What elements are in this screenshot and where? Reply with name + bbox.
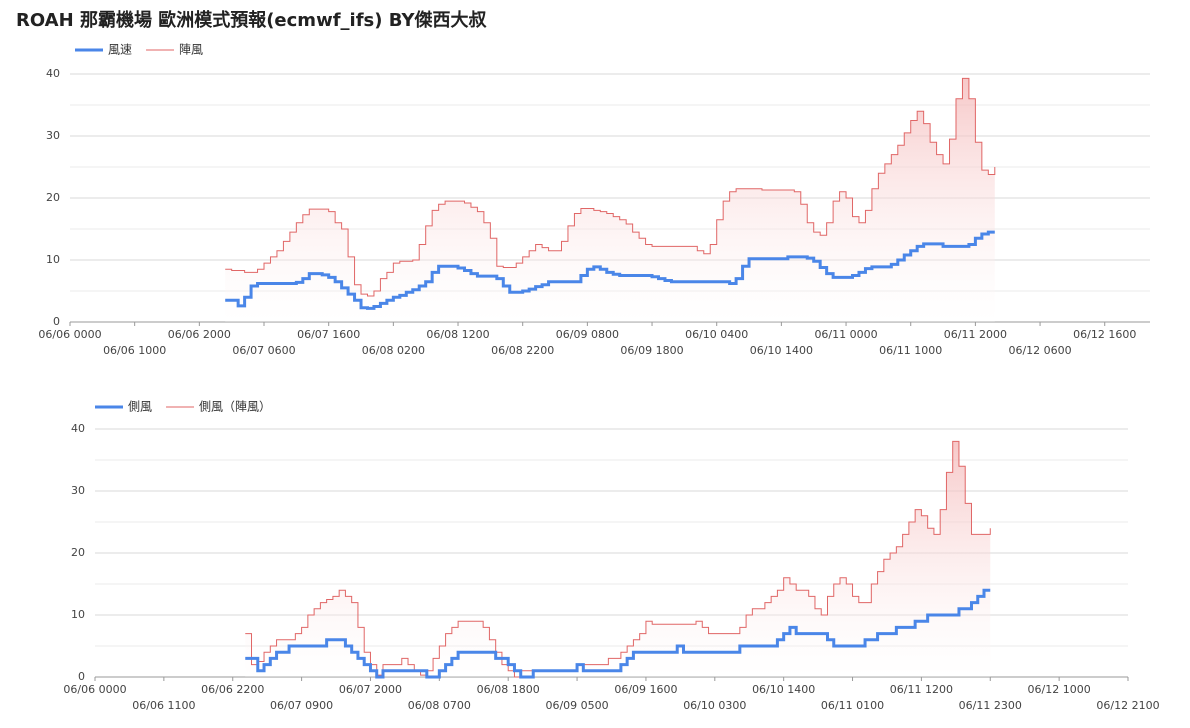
line <box>225 230 995 310</box>
x-tick-label: 06/10 1400 <box>750 344 813 357</box>
x-tick-label: 06/06 2000 <box>168 328 231 341</box>
x-tick-label: 06/09 1600 <box>614 683 677 696</box>
chart-title: ROAH 那霸機場 歐洲模式預報(ecmwf_ifs) BY傑西大叔 <box>16 9 488 31</box>
x-tick-label: 06/11 2300 <box>959 699 1022 712</box>
x-tick-label: 06/12 1000 <box>1028 683 1091 696</box>
x-tick-label: 06/09 1800 <box>620 344 683 357</box>
x-tick-label: 06/07 1600 <box>297 328 360 341</box>
y-tick-label: 40 <box>46 67 60 80</box>
x-tick-label: 06/11 0100 <box>821 699 884 712</box>
y-tick-label: 30 <box>71 484 85 497</box>
area <box>225 78 995 322</box>
x-tick-label: 06/06 1100 <box>132 699 195 712</box>
x-tick-label: 06/11 2000 <box>944 328 1007 341</box>
x-tick-label: 06/06 1000 <box>103 344 166 357</box>
x-tick-label: 06/06 2200 <box>201 683 264 696</box>
x-tick-label: 06/10 0300 <box>683 699 746 712</box>
area <box>245 441 991 677</box>
y-tick-label: 40 <box>71 422 85 435</box>
x-tick-label: 06/06 0000 <box>63 683 126 696</box>
x-tick-label: 06/11 0000 <box>814 328 877 341</box>
x-tick-label: 06/12 1600 <box>1073 328 1136 341</box>
x-tick-label: 06/08 0200 <box>362 344 425 357</box>
x-tick-label: 06/08 1800 <box>477 683 540 696</box>
y-tick-label: 10 <box>46 253 60 266</box>
x-tick-label: 06/12 0600 <box>1008 344 1071 357</box>
x-tick-label: 06/10 1400 <box>752 683 815 696</box>
y-tick-label: 0 <box>53 315 60 328</box>
y-tick-label: 10 <box>71 608 85 621</box>
x-tick-label: 06/11 1000 <box>879 344 942 357</box>
x-tick-label: 06/08 2200 <box>491 344 554 357</box>
y-tick-label: 20 <box>46 191 60 204</box>
x-tick-label: 06/10 0400 <box>685 328 748 341</box>
y-tick-label: 20 <box>71 546 85 559</box>
y-tick-label: 30 <box>46 129 60 142</box>
legend-label: 風速 <box>108 43 132 57</box>
y-tick-label: 0 <box>78 670 85 683</box>
x-tick-label: 06/07 0900 <box>270 699 333 712</box>
x-tick-label: 06/11 1200 <box>890 683 953 696</box>
line <box>245 588 991 679</box>
line <box>245 440 991 678</box>
x-tick-label: 06/09 0500 <box>545 699 608 712</box>
x-tick-label: 06/07 2000 <box>339 683 402 696</box>
line <box>225 77 996 297</box>
legend-label: 側風 <box>128 400 152 414</box>
legend-label: 陣風 <box>179 43 203 57</box>
x-tick-label: 06/08 0700 <box>408 699 471 712</box>
x-tick-label: 06/12 2100 <box>1096 699 1159 712</box>
x-tick-label: 06/08 1200 <box>426 328 489 341</box>
x-tick-label: 06/07 0600 <box>232 344 295 357</box>
x-tick-label: 06/06 0000 <box>38 328 101 341</box>
x-tick-label: 06/09 0800 <box>556 328 619 341</box>
legend-label: 側風（陣風） <box>199 400 271 414</box>
